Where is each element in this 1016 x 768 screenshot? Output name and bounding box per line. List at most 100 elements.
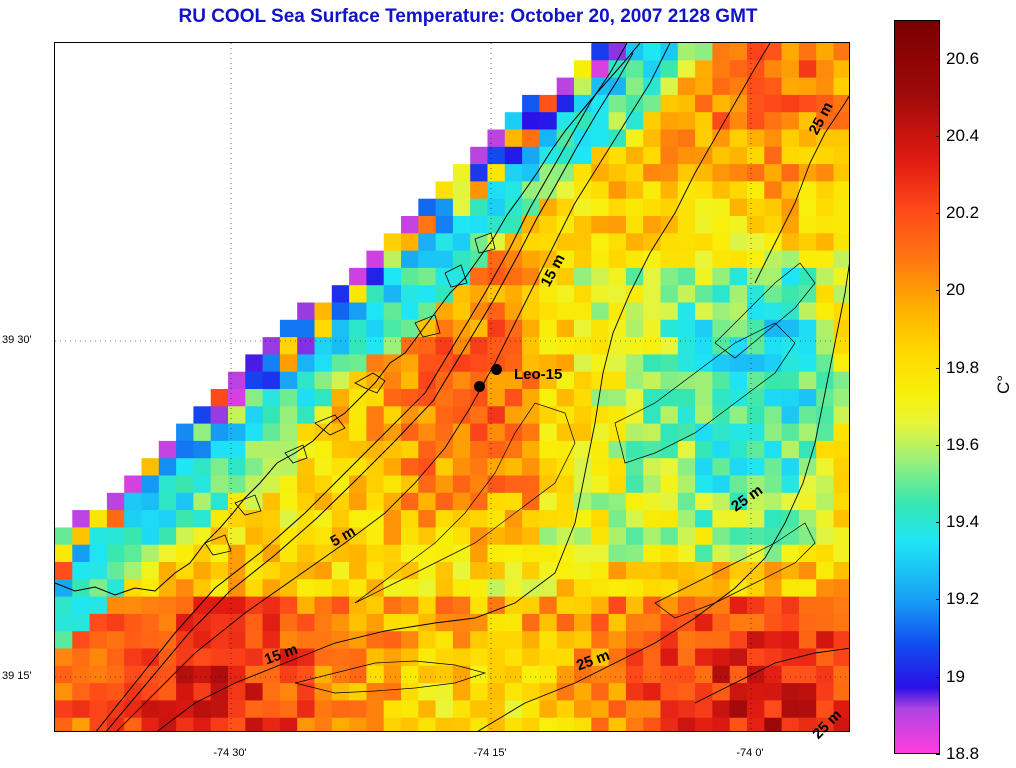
sst-pixel <box>833 233 849 252</box>
sst-pixel <box>435 267 454 286</box>
sst-pixel <box>452 562 471 580</box>
sst-pixel <box>349 562 367 580</box>
lat-tick-label: 39 15' <box>2 670 32 682</box>
sst-pixel <box>729 216 748 234</box>
sst-pixel <box>591 510 610 528</box>
sst-pixel <box>677 579 696 598</box>
sst-pixel <box>452 389 471 407</box>
sst-pixel <box>764 43 783 61</box>
sst-pixel <box>106 492 125 511</box>
sst-pixel <box>712 406 731 425</box>
sst-pixel <box>210 579 229 598</box>
sst-pixel <box>539 579 558 598</box>
sst-pixel <box>643 43 662 61</box>
sst-pixel <box>798 60 817 79</box>
sst-pixel <box>695 492 713 511</box>
colorbar-tick-label: 19.2 <box>946 589 980 609</box>
sst-pixel <box>435 527 454 546</box>
sst-pixel <box>816 319 835 338</box>
sst-pixel <box>816 458 835 477</box>
sst-pixel <box>193 683 212 701</box>
sst-pixel <box>764 544 783 563</box>
sst-pixel <box>176 458 194 477</box>
sst-pixel <box>297 700 316 719</box>
station-marker[interactable] <box>491 364 502 375</box>
sst-pixel <box>660 94 679 113</box>
sst-pixel <box>418 683 437 701</box>
sst-pixel <box>435 337 454 355</box>
sst-pixel <box>729 492 748 511</box>
sst-pixel <box>833 406 849 425</box>
sst-pixel <box>625 492 644 511</box>
sst-pixel <box>712 700 731 719</box>
sst-pixel <box>764 198 783 217</box>
sst-pixel <box>695 579 713 598</box>
sst-pixel <box>677 544 696 563</box>
sst-pixel <box>625 700 644 719</box>
sst-pixel <box>625 164 644 182</box>
sst-pixel <box>833 354 849 373</box>
sst-pixel <box>262 406 281 425</box>
station-marker[interactable] <box>474 381 485 392</box>
sst-pixel <box>124 683 143 701</box>
sst-pixel <box>349 440 367 459</box>
sst-pixel <box>625 510 644 528</box>
sst-pixel <box>55 683 73 701</box>
sst-pixel <box>504 267 523 286</box>
sst-pixel <box>141 700 160 719</box>
sst-pixel <box>747 389 765 407</box>
sst-pixel <box>660 337 679 355</box>
sst-pixel <box>712 285 731 304</box>
sst-pixel <box>435 544 454 563</box>
sst-pixel <box>522 285 540 304</box>
sst-pixel <box>470 164 489 182</box>
sst-pixel <box>89 700 108 719</box>
sst-pixel <box>504 544 523 563</box>
sst-pixel <box>522 631 540 650</box>
sst-pixel <box>504 717 523 731</box>
sst-pixel <box>695 233 713 252</box>
sst-pixel <box>418 216 437 234</box>
sst-pixel <box>176 440 194 459</box>
sst-pixel <box>314 683 333 701</box>
sst-pixel <box>297 492 316 511</box>
sst-pixel <box>816 527 835 546</box>
sst-pixel <box>677 216 696 234</box>
sst-pixel <box>798 216 817 234</box>
sst-pixel <box>106 665 125 684</box>
sst-pixel <box>729 146 748 165</box>
sst-pixel <box>539 700 558 719</box>
sst-pixel <box>504 389 523 407</box>
sst-pixel <box>747 648 765 667</box>
sst-pixel <box>729 527 748 546</box>
sst-pixel <box>245 648 264 667</box>
sst-pixel <box>747 181 765 200</box>
sst-pixel <box>487 389 506 407</box>
sst-pixel <box>106 613 125 632</box>
colorbar-tick-label: 20.2 <box>946 203 980 223</box>
sst-pixel <box>660 164 679 182</box>
sst-pixel <box>833 683 849 701</box>
sst-pixel <box>556 337 575 355</box>
sst-pixel <box>660 302 679 321</box>
sst-pixel <box>487 129 506 148</box>
sst-pixel <box>452 164 471 182</box>
sst-pixel <box>833 146 849 165</box>
sst-pixel <box>55 700 73 719</box>
sst-pixel <box>470 440 489 459</box>
sst-pixel <box>729 354 748 373</box>
sst-pixel <box>764 94 783 113</box>
colorbar-tick-mark <box>936 444 940 446</box>
sst-pixel <box>816 94 835 113</box>
sst-pixel <box>591 475 610 494</box>
sst-pixel <box>764 406 783 425</box>
sst-map[interactable] <box>54 42 850 732</box>
sst-pixel <box>349 475 367 494</box>
sst-pixel <box>591 440 610 459</box>
sst-pixel <box>729 43 748 61</box>
sst-pixel <box>487 302 506 321</box>
sst-pixel <box>816 579 835 598</box>
sst-pixel <box>712 354 731 373</box>
sst-pixel <box>781 371 800 390</box>
sst-pixel <box>798 94 817 113</box>
